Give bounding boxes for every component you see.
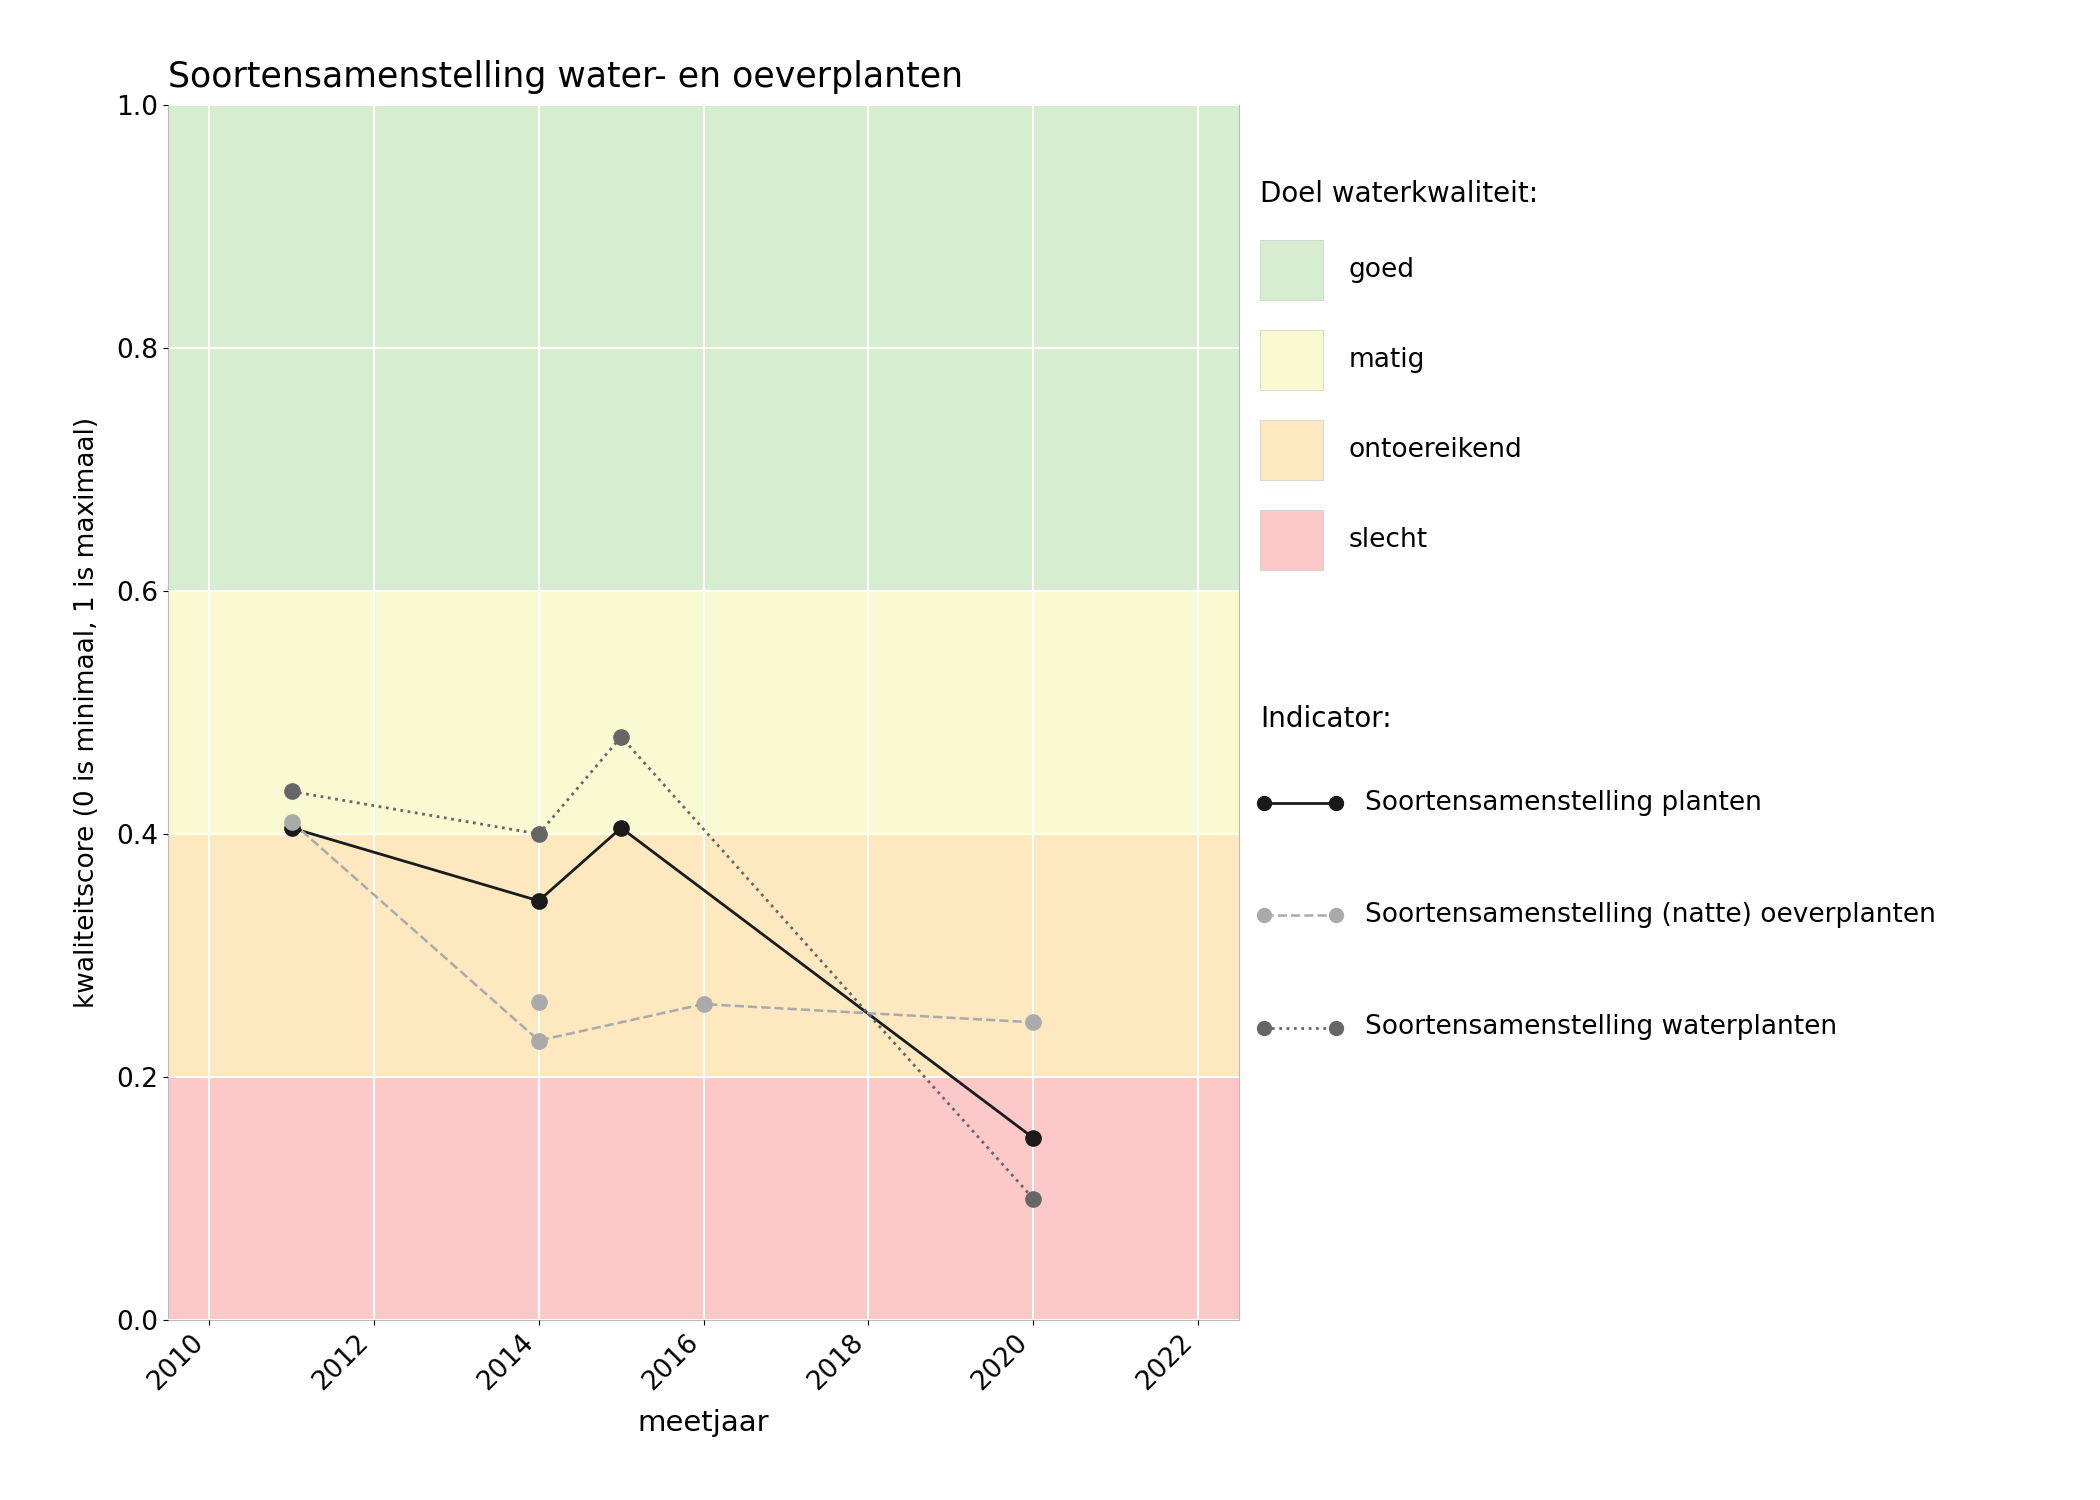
- Bar: [168, 1077, 1239, 1320]
- Bar: [168, 834, 1239, 1077]
- Text: matig: matig: [1348, 346, 1424, 374]
- X-axis label: meetjaar: meetjaar: [638, 1410, 769, 1437]
- Text: Soortensamenstelling (natte) oeverplanten: Soortensamenstelling (natte) oeverplante…: [1365, 902, 1936, 928]
- Text: Indicator:: Indicator:: [1260, 705, 1392, 734]
- Text: Soortensamenstelling planten: Soortensamenstelling planten: [1365, 789, 1762, 816]
- Bar: [168, 591, 1239, 834]
- Text: Soortensamenstelling water- en oeverplanten: Soortensamenstelling water- en oeverplan…: [168, 60, 964, 94]
- Text: ontoereikend: ontoereikend: [1348, 436, 1522, 463]
- Text: slecht: slecht: [1348, 526, 1428, 554]
- Bar: [168, 105, 1239, 591]
- Y-axis label: kwaliteitscore (0 is minimaal, 1 is maximaal): kwaliteitscore (0 is minimaal, 1 is maxi…: [74, 417, 99, 1008]
- Text: Soortensamenstelling waterplanten: Soortensamenstelling waterplanten: [1365, 1014, 1838, 1041]
- Text: goed: goed: [1348, 256, 1413, 284]
- Text: Doel waterkwaliteit:: Doel waterkwaliteit:: [1260, 180, 1537, 209]
